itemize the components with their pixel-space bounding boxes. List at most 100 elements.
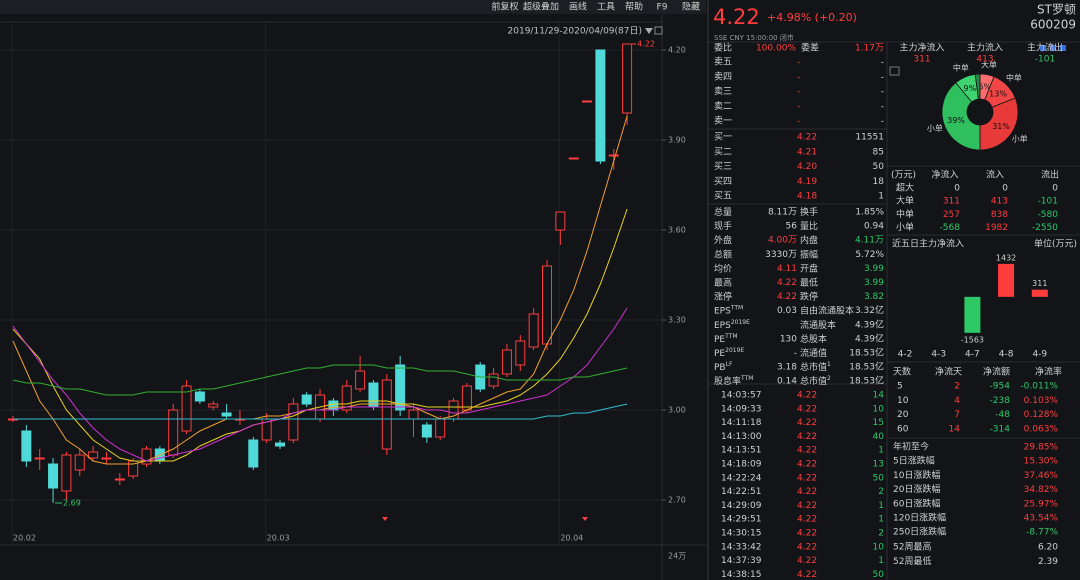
cell: 60 (897, 424, 909, 434)
book-volume: 1 (878, 192, 884, 202)
market-status: SSE CNY 15:00:00 闭市 (714, 33, 794, 42)
cell: 413 (991, 197, 1008, 207)
stat-label: 量比 (800, 220, 818, 232)
label: 委差 (801, 42, 819, 54)
toolbar-button[interactable]: 画线 (569, 1, 587, 13)
stat-label: 现手 (714, 220, 732, 232)
trade-volume: 1 (878, 515, 884, 525)
candle-body (395, 364, 406, 411)
perf-label: 60日涨跌幅 (893, 497, 940, 509)
stat-label: 总市值1 (800, 361, 831, 373)
trade-price: 4.22 (797, 515, 817, 525)
flow-value: -101 (1035, 55, 1055, 65)
stat-name: 最低 (800, 276, 818, 288)
window-icon[interactable] (654, 26, 663, 35)
book-price: - (797, 87, 800, 97)
moving-average-line (12, 364, 628, 396)
stat-name: 量比 (800, 220, 818, 232)
stat-name: PE (714, 334, 725, 344)
stat-name: 外盘 (714, 234, 732, 246)
toolbar-button[interactable]: 前复权 (491, 1, 518, 13)
candle-body (248, 439, 259, 468)
trade-volume: 10 (873, 542, 885, 552)
moving-average-line (12, 208, 628, 462)
trade-price: 4.22 (797, 501, 817, 511)
x-tick-label: 4-8 (999, 350, 1014, 360)
trade-time: 14:03:57 (721, 391, 761, 401)
stat-value: 5.72% (855, 250, 884, 260)
cell: -314 (990, 424, 1011, 434)
dropdown-icon[interactable] (645, 28, 653, 34)
chart-title: 近五日主力净流入 (892, 238, 964, 250)
icon[interactable] (889, 66, 900, 76)
book-price: 4.22 (797, 133, 817, 143)
stat-value: 0.94 (864, 222, 884, 232)
icon[interactable] (1040, 45, 1046, 51)
book-label: 买一 (714, 132, 732, 143)
stat-value: 4.11万 (855, 236, 884, 246)
stat-value: - (794, 349, 797, 359)
cell: -48 (995, 410, 1010, 420)
stat-sup: 2019E (725, 347, 744, 354)
stat-name: 自由流通股本 (800, 304, 854, 316)
slice-name: 中单 (953, 62, 969, 72)
stat-name: PB (714, 363, 726, 373)
pie-slice (979, 97, 1019, 151)
trade-volume: 50 (873, 473, 885, 483)
stat-name: 总量 (714, 206, 732, 218)
stat-value: 3.99 (864, 278, 884, 288)
toolbar-button[interactable]: 帮助 (625, 1, 643, 13)
candle-body (194, 391, 205, 402)
trade-time: 14:11:18 (721, 418, 762, 428)
candle-body (408, 409, 419, 420)
range-value: 2.39 (1038, 557, 1058, 567)
stat-name: 流通值 (800, 347, 827, 359)
candle-body (181, 385, 192, 432)
stat-value: 3.32亿 (855, 304, 884, 316)
trade-time: 14:30:15 (721, 529, 761, 539)
trade-volume: 15 (873, 418, 884, 428)
stat-label: 均价 (714, 262, 732, 274)
stat-sup: TTM (740, 375, 753, 382)
value-label: -1563 (961, 335, 984, 344)
trade-price: 4.22 (797, 391, 817, 401)
cell: 0.103% (1024, 396, 1059, 406)
stat-name: 涨停 (714, 290, 732, 302)
icon[interactable] (1050, 45, 1056, 51)
candle-body (368, 382, 379, 408)
toolbar-button[interactable]: 工具 (597, 2, 615, 13)
cell: 0.063% (1024, 424, 1059, 434)
row-label: 中单 (896, 208, 914, 220)
candle-body (595, 49, 606, 162)
book-volume: - (881, 58, 884, 68)
trade-price: 4.22 (797, 418, 817, 428)
price: 4.22 (713, 5, 760, 29)
stat-label: 股息率TTM (714, 375, 753, 387)
toolbar-button[interactable]: 超级叠加 (523, 1, 559, 13)
pie-slice (941, 82, 981, 151)
icon[interactable] (1060, 45, 1066, 51)
candle-body (141, 448, 152, 465)
volume-axis-label: 24万 (668, 552, 686, 561)
trade-time: 14:38:15 (721, 570, 761, 580)
stock-name: ST罗顿 (1037, 3, 1076, 17)
stat-name: 振幅 (800, 248, 818, 260)
stat-label: 最高 (714, 276, 732, 288)
toolbar-button[interactable]: F9 (657, 3, 668, 13)
cell: -101 (1038, 197, 1058, 207)
date-range: 2019/11/29-2020/04/09(87日) (508, 26, 642, 37)
candle-body (288, 403, 299, 441)
stat-name: 总股本 (800, 332, 827, 344)
stat-label: 涨停 (714, 290, 732, 302)
toolbar-button[interactable]: 隐藏 (682, 1, 700, 13)
cell: 1982 (985, 223, 1008, 233)
trade-price: 4.22 (797, 432, 817, 442)
book-price: - (797, 102, 800, 112)
y-tick-label: 3.90 (668, 136, 686, 145)
stat-value: 0.14 (777, 377, 797, 387)
trade-time: 14:13:00 (721, 432, 762, 442)
x-tick-label: 4-3 (931, 350, 946, 360)
trade-price: 4.22 (797, 460, 817, 470)
stat-value: 4.00万 (768, 236, 797, 246)
